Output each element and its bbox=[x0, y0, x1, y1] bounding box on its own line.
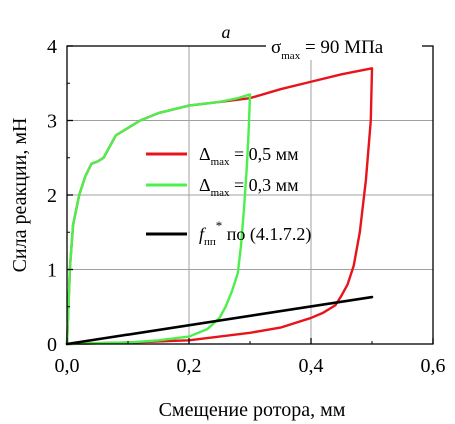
y-tick-label: 4 bbox=[47, 36, 57, 58]
x-tick-label: 0,4 bbox=[299, 355, 324, 377]
x-tick-label: 0,0 bbox=[55, 355, 80, 377]
legend-label-3: fпп* по (4.1.7.2) bbox=[199, 218, 311, 248]
annotation-text: σmax = 90 МПа bbox=[271, 37, 384, 62]
legend-label-1: Δmax = 0,5 мм bbox=[199, 144, 298, 168]
y-tick-label: 0 bbox=[47, 334, 57, 356]
y-axis-label: Сила реакции, мН bbox=[9, 118, 31, 273]
series-line-1 bbox=[65, 67, 374, 346]
legend: Δmax = 0,5 мм Δmax = 0,3 мм fпп* по (4.1.7… bbox=[146, 144, 311, 248]
axis-ticks: 0,0 0,2 0,4 0,6 0 1 2 3 4 bbox=[47, 36, 446, 377]
series-line-2 bbox=[65, 93, 252, 346]
legend-label-2: Δmax = 0,3 мм bbox=[199, 175, 298, 199]
x-tick-label: 0,6 bbox=[421, 355, 446, 377]
x-axis-label: Смещение ротора, мм bbox=[159, 399, 346, 421]
series-layer bbox=[65, 67, 374, 346]
grid-lines bbox=[67, 46, 433, 344]
y-tick-label: 1 bbox=[47, 260, 57, 282]
series-line-3 bbox=[65, 295, 374, 346]
annotation-background bbox=[266, 30, 422, 60]
x-tick-label: 0,2 bbox=[177, 355, 202, 377]
y-tick-label: 2 bbox=[47, 185, 57, 207]
panel-label: a bbox=[222, 22, 231, 42]
y-tick-label: 3 bbox=[47, 111, 57, 133]
sigma-annotation: σmax = 90 МПа bbox=[266, 30, 422, 62]
